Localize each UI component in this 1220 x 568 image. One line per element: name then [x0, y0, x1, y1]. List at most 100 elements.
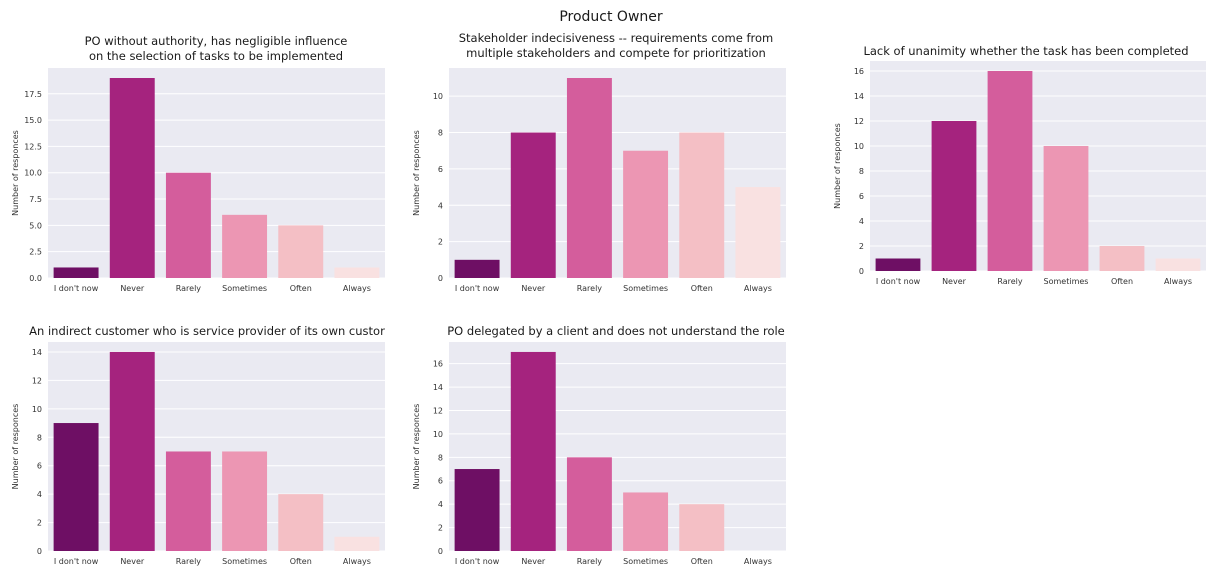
- x-tick-label: Rarely: [997, 277, 1023, 286]
- bar-1: [53, 423, 99, 551]
- x-tick-label: Always: [744, 284, 772, 293]
- bar-6: [1155, 258, 1201, 271]
- bar-4: [623, 150, 669, 278]
- bar-6: [334, 536, 380, 551]
- chart-panel-2: 0 2 4 6 8 10 I don't now Never Rarely Sometimes Of…: [412, 31, 786, 293]
- bar-1: [454, 469, 500, 551]
- bar-3: [165, 172, 211, 278]
- bar-4: [222, 451, 268, 551]
- y-tick-label: 10.0: [24, 169, 42, 178]
- y-tick-label: 12: [32, 376, 42, 385]
- bar-3: [987, 71, 1033, 271]
- x-tick-label: Sometimes: [623, 284, 668, 293]
- chart-panel-5: 0 2 4 6 8 10 12 14 16 I don't now Never Rarely Somet…: [412, 324, 786, 566]
- y-tick-label: 16: [854, 67, 864, 76]
- bar-1: [53, 267, 99, 278]
- bar-2: [109, 78, 155, 278]
- y-tick-label: 4: [859, 217, 864, 226]
- y-axis-label: Number of responces: [11, 130, 20, 216]
- y-tick-label: 5.0: [29, 221, 42, 230]
- y-tick-label: 0.0: [29, 274, 42, 283]
- y-tick-label: 2: [438, 238, 443, 247]
- y-tick-label: 2: [859, 242, 864, 251]
- x-tick-label: Never: [521, 557, 546, 566]
- y-axis-label: Number of responces: [11, 404, 20, 490]
- y-tick-label: 14: [854, 92, 864, 101]
- y-tick-label: 10: [32, 405, 42, 414]
- y-tick-label: 2.5: [29, 248, 42, 257]
- x-tick-label: Sometimes: [222, 557, 267, 566]
- y-axis-label: Number of responces: [833, 123, 842, 209]
- x-tick-label: Rarely: [577, 284, 603, 293]
- y-tick-label: 4: [438, 201, 443, 210]
- chart-title: multiple stakeholders and compete for pr…: [466, 46, 766, 60]
- y-tick-label: 15.0: [24, 116, 42, 125]
- y-axis-label: Number of responces: [412, 404, 421, 490]
- x-tick-label: Never: [120, 284, 145, 293]
- y-tick-label: 8: [859, 167, 864, 176]
- y-tick-label: 0: [37, 547, 42, 556]
- x-tick-label: Rarely: [176, 284, 202, 293]
- x-tick-label: Never: [120, 557, 145, 566]
- bar-2: [510, 132, 556, 278]
- y-tick-label: 7.5: [29, 195, 42, 204]
- x-tick-label: I don't now: [54, 284, 99, 293]
- x-tick-label: Often: [691, 557, 713, 566]
- chart-title: PO delegated by a client and does not un…: [447, 324, 785, 338]
- y-tick-label: 12: [854, 117, 864, 126]
- y-tick-label: 10: [433, 430, 443, 439]
- x-tick-label: Always: [744, 557, 772, 566]
- bar-5: [679, 504, 725, 551]
- y-tick-label: 2: [438, 524, 443, 533]
- plot-area: [449, 68, 786, 278]
- y-tick-label: 2: [37, 519, 42, 528]
- x-tick-label: Often: [691, 284, 713, 293]
- bar-5: [1099, 246, 1145, 271]
- y-tick-label: 6: [37, 462, 42, 471]
- x-tick-label: Never: [521, 284, 546, 293]
- bar-2: [510, 351, 556, 551]
- x-tick-label: Always: [343, 284, 371, 293]
- y-axis-label: Number of responces: [412, 130, 421, 216]
- y-tick-label: 6: [859, 192, 864, 201]
- chart-title: PO without authority, has negligible inf…: [85, 34, 348, 48]
- y-tick-label: 6: [438, 165, 443, 174]
- x-tick-label: I don't now: [455, 557, 500, 566]
- x-tick-label: Rarely: [176, 557, 202, 566]
- y-tick-label: 14: [32, 348, 42, 357]
- bar-2: [109, 351, 155, 551]
- x-tick-label: Always: [343, 557, 371, 566]
- bar-6: [334, 267, 380, 278]
- bar-3: [566, 78, 612, 278]
- bar-2: [931, 121, 977, 271]
- x-tick-label: Often: [290, 284, 312, 293]
- bar-5: [278, 494, 324, 551]
- x-tick-label: Sometimes: [222, 284, 267, 293]
- y-tick-label: 8: [438, 453, 443, 462]
- bar-4: [222, 214, 268, 278]
- bar-5: [278, 225, 324, 278]
- bar-6: [735, 187, 781, 278]
- chart-title: Lack of unanimity whether the task has b…: [863, 44, 1188, 58]
- chart-title: An indirect customer who is service prov…: [29, 324, 385, 338]
- x-tick-label: Always: [1164, 277, 1192, 286]
- plot-area: [870, 61, 1206, 271]
- bar-4: [1043, 146, 1089, 271]
- x-tick-label: I don't now: [54, 557, 99, 566]
- x-tick-label: Sometimes: [1044, 277, 1089, 286]
- y-tick-label: 6: [438, 477, 443, 486]
- y-tick-label: 8: [438, 129, 443, 138]
- y-tick-label: 12: [433, 406, 443, 415]
- chart-title: Stakeholder indecisiveness -- requiremen…: [459, 31, 774, 45]
- y-tick-label: 16: [433, 360, 443, 369]
- x-tick-label: I don't now: [876, 277, 921, 286]
- y-tick-label: 0: [859, 267, 864, 276]
- y-tick-label: 4: [438, 500, 443, 509]
- bar-3: [566, 457, 612, 551]
- y-tick-label: 4: [37, 490, 42, 499]
- y-tick-label: 10: [854, 142, 864, 151]
- figure-title: Product Owner: [559, 9, 663, 25]
- x-tick-label: Sometimes: [623, 557, 668, 566]
- x-tick-label: Often: [290, 557, 312, 566]
